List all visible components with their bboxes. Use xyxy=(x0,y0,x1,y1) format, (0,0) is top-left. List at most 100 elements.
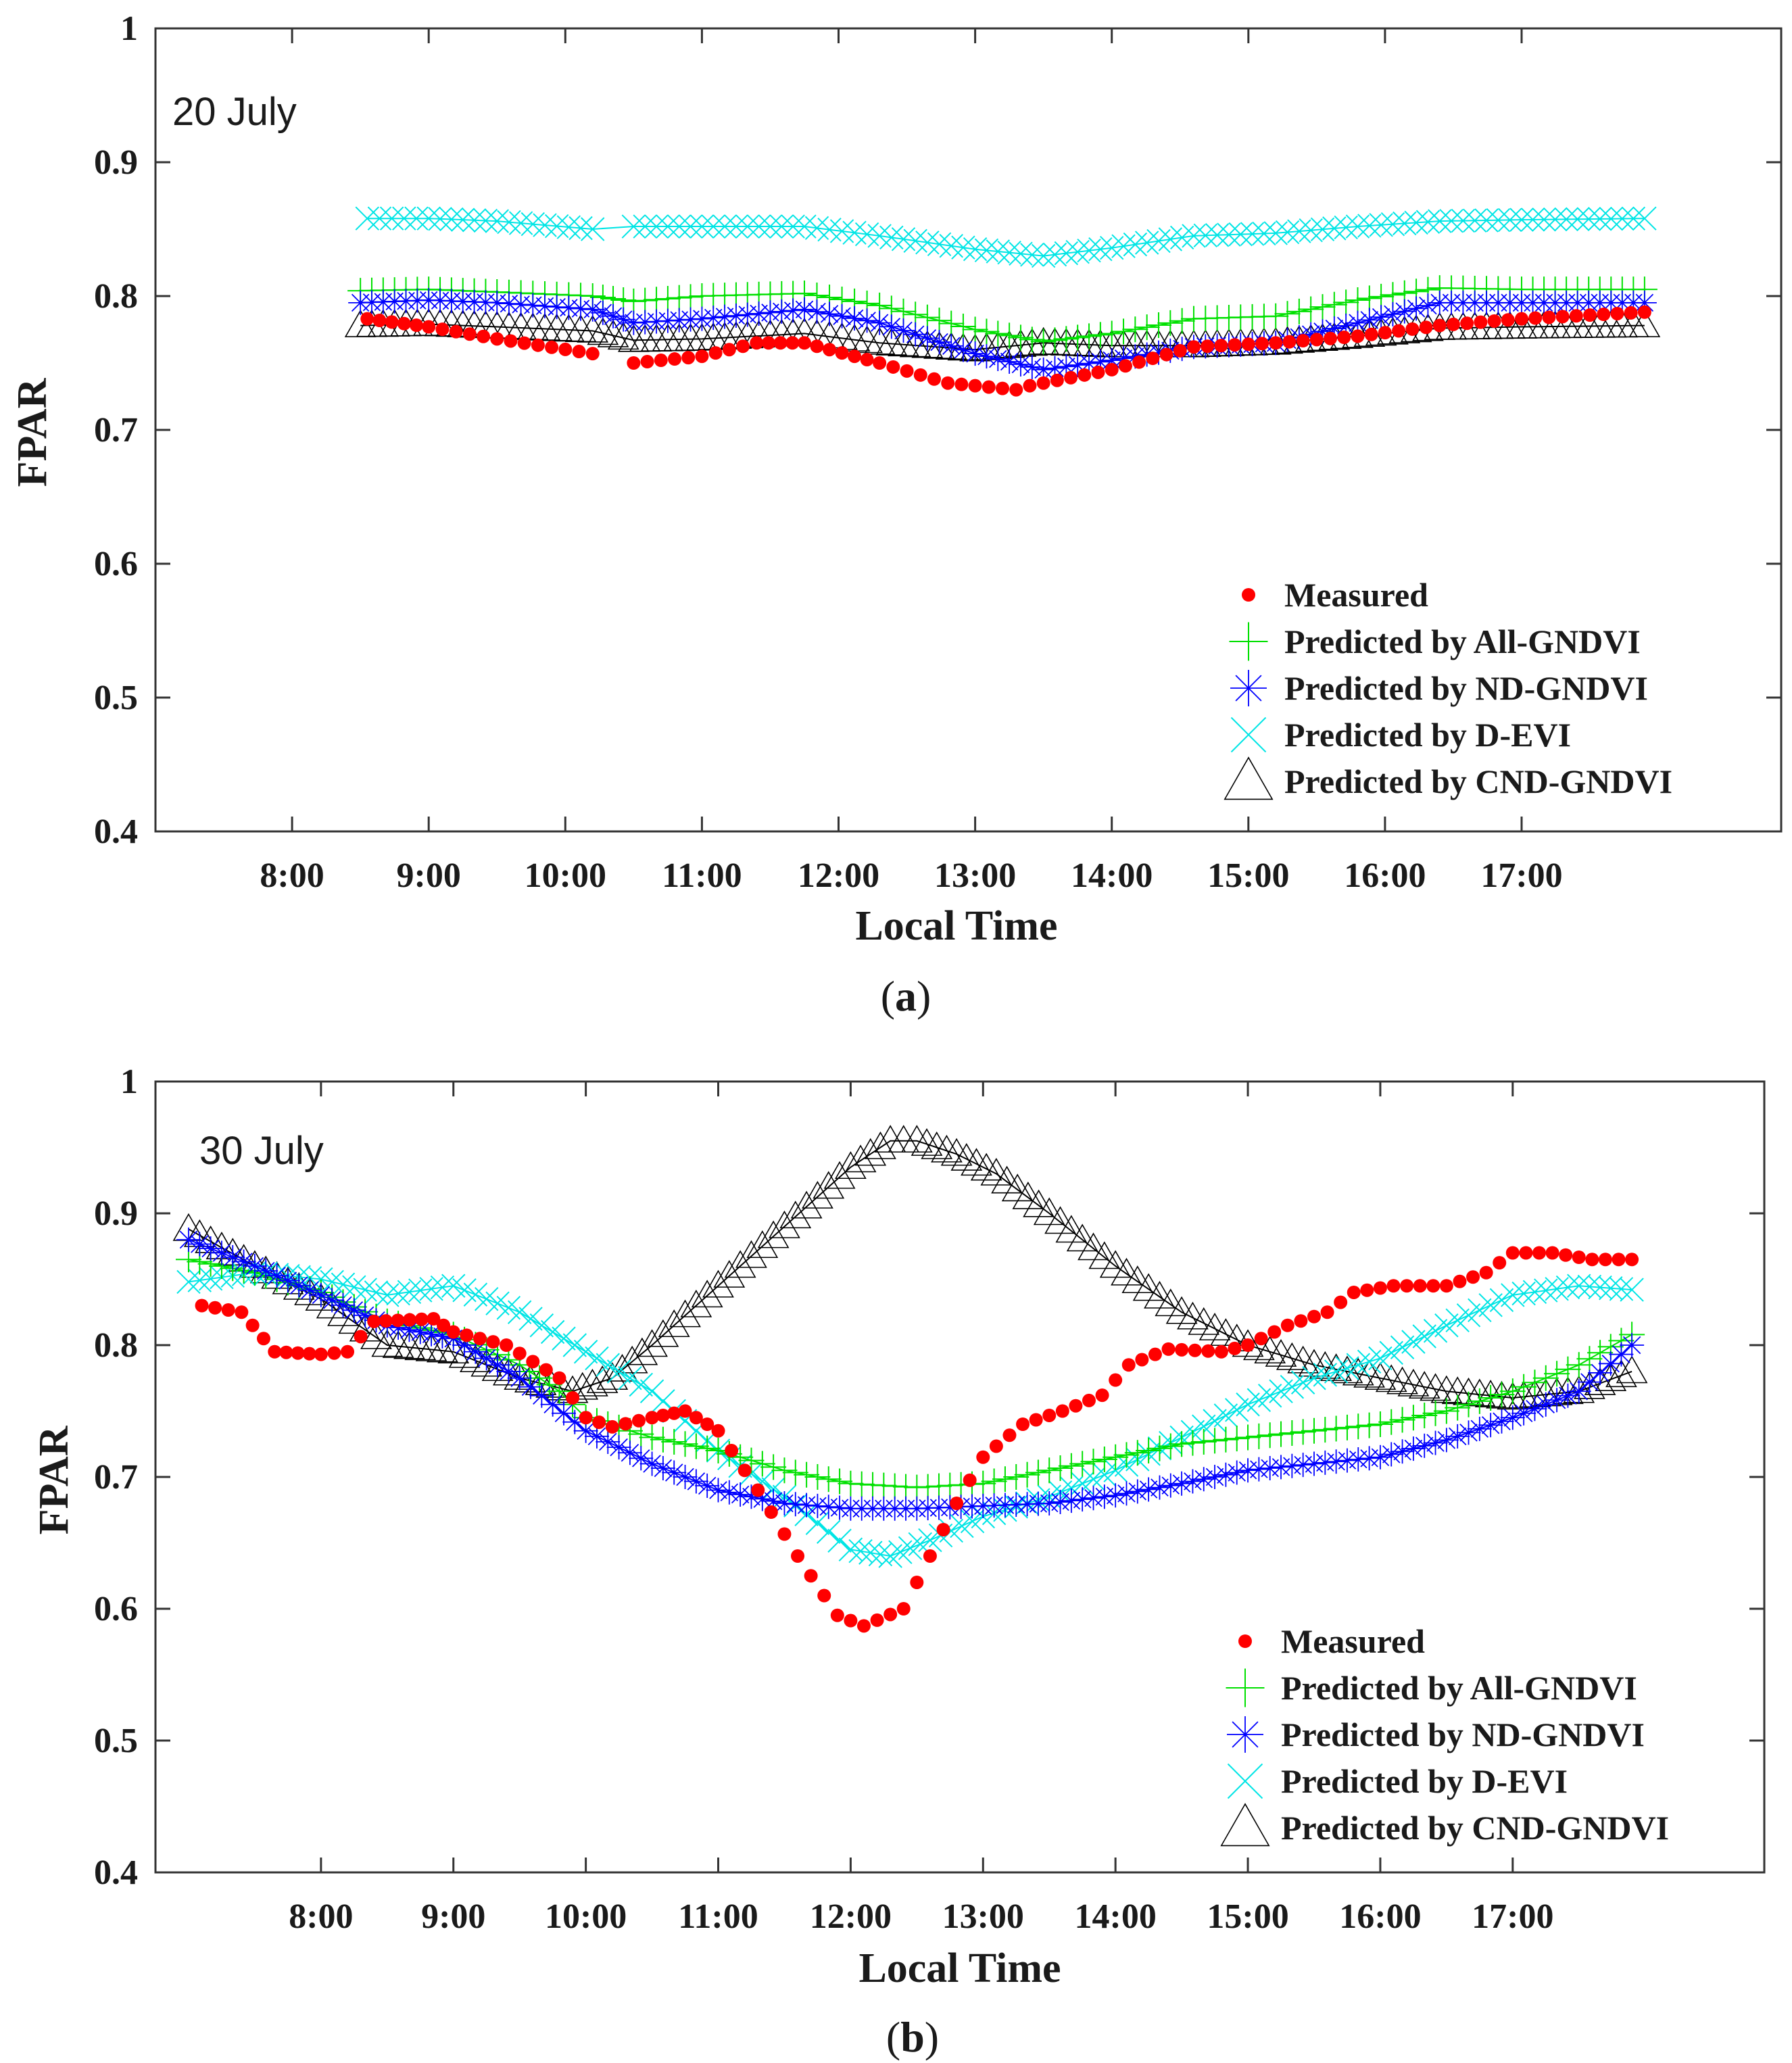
data-point xyxy=(572,345,586,359)
data-point xyxy=(954,377,969,391)
data-point xyxy=(1487,314,1501,328)
panel-a-y-tick-labels: 0.4 0.5 0.6 0.7 0.8 0.9 1 xyxy=(94,9,138,851)
data-point xyxy=(805,1493,830,1518)
data-point xyxy=(736,339,750,354)
data-point xyxy=(508,211,533,235)
data-point xyxy=(678,307,703,332)
legend-marker xyxy=(1229,622,1268,661)
data-point xyxy=(1364,327,1378,341)
data-point xyxy=(1528,311,1543,325)
data-point xyxy=(645,1411,659,1425)
data-point xyxy=(888,1540,913,1564)
data-point xyxy=(404,206,429,230)
data-point xyxy=(517,336,531,350)
data-point xyxy=(1408,1371,1440,1399)
legend-marker xyxy=(1220,1803,1270,1847)
data-point xyxy=(1111,346,1136,371)
data-point xyxy=(1031,357,1056,382)
data-point xyxy=(1121,1358,1136,1372)
data-point xyxy=(1301,1417,1327,1444)
data-point xyxy=(1296,334,1310,347)
data-point xyxy=(950,1497,964,1510)
data-point xyxy=(427,1334,458,1363)
x-tick-label: 11:00 xyxy=(678,1897,758,1936)
data-point xyxy=(1620,1278,1644,1302)
series-measured xyxy=(360,305,1651,397)
data-point xyxy=(1567,1273,1591,1298)
data-point xyxy=(802,1181,833,1209)
data-point xyxy=(1232,1329,1264,1357)
data-point xyxy=(545,340,559,354)
legend-label: Measured xyxy=(1284,576,1428,614)
data-point xyxy=(772,1491,797,1515)
data-point xyxy=(1345,287,1371,313)
data-point xyxy=(749,1451,775,1477)
data-point xyxy=(878,1544,902,1568)
data-point xyxy=(1255,337,1269,351)
data-point xyxy=(769,299,794,324)
data-point xyxy=(562,1333,587,1357)
data-point xyxy=(1099,348,1124,373)
y-tick-label: 0.8 xyxy=(94,277,138,316)
data-point xyxy=(790,1190,823,1219)
data-point xyxy=(1392,324,1406,338)
data-point xyxy=(611,307,636,332)
data-point xyxy=(1389,1407,1415,1433)
data-point xyxy=(1419,320,1433,335)
data-point xyxy=(1082,1393,1096,1407)
panel-a-series xyxy=(344,206,1661,397)
data-point xyxy=(1511,1401,1536,1426)
data-point xyxy=(746,301,771,326)
data-point xyxy=(1014,1461,1040,1488)
data-point xyxy=(746,214,771,239)
legend-marker xyxy=(1227,1763,1263,1799)
data-point xyxy=(533,213,557,237)
x-tick-label: 11:00 xyxy=(662,856,742,895)
data-point xyxy=(1499,1378,1526,1405)
data-point xyxy=(1287,1345,1319,1374)
data-point xyxy=(1299,322,1324,347)
data-point xyxy=(1002,1428,1017,1442)
data-point xyxy=(1554,207,1578,232)
data-point xyxy=(1577,1274,1602,1299)
data-point xyxy=(605,1419,619,1434)
data-point xyxy=(1158,227,1183,251)
data-point xyxy=(1236,1458,1261,1483)
data-point xyxy=(231,1249,256,1274)
data-point xyxy=(393,1331,425,1359)
data-point xyxy=(1214,339,1228,353)
data-point xyxy=(1599,1276,1623,1301)
data-point xyxy=(629,1372,653,1397)
data-point xyxy=(658,1309,690,1338)
data-point xyxy=(1511,1374,1537,1400)
data-point xyxy=(621,214,646,239)
data-point xyxy=(1132,355,1146,369)
data-point xyxy=(408,1319,433,1344)
data-point xyxy=(911,330,944,358)
data-point xyxy=(941,376,955,390)
data-point xyxy=(606,1435,631,1460)
data-point xyxy=(386,1315,411,1340)
data-point xyxy=(1003,1464,1030,1490)
data-point xyxy=(940,1138,973,1166)
data-point xyxy=(581,217,605,241)
data-point xyxy=(761,1488,786,1513)
data-point xyxy=(1235,1424,1261,1451)
data-point xyxy=(1307,1309,1321,1324)
data-point xyxy=(540,1392,565,1417)
data-point xyxy=(1228,222,1253,247)
panel-b-caption-letter: b xyxy=(900,2013,925,2061)
data-point xyxy=(1572,1251,1586,1264)
data-point xyxy=(1347,1286,1361,1299)
data-point xyxy=(1453,1274,1467,1288)
data-point xyxy=(1386,1366,1418,1394)
data-point xyxy=(1505,1246,1520,1260)
data-point xyxy=(485,290,510,315)
legend-marker xyxy=(1226,1668,1265,1707)
x-tick-label: 10:00 xyxy=(525,856,606,895)
data-point xyxy=(873,356,887,370)
data-point xyxy=(1125,1479,1150,1504)
data-point xyxy=(1337,331,1351,345)
data-point xyxy=(804,1569,818,1583)
data-point xyxy=(926,308,952,334)
